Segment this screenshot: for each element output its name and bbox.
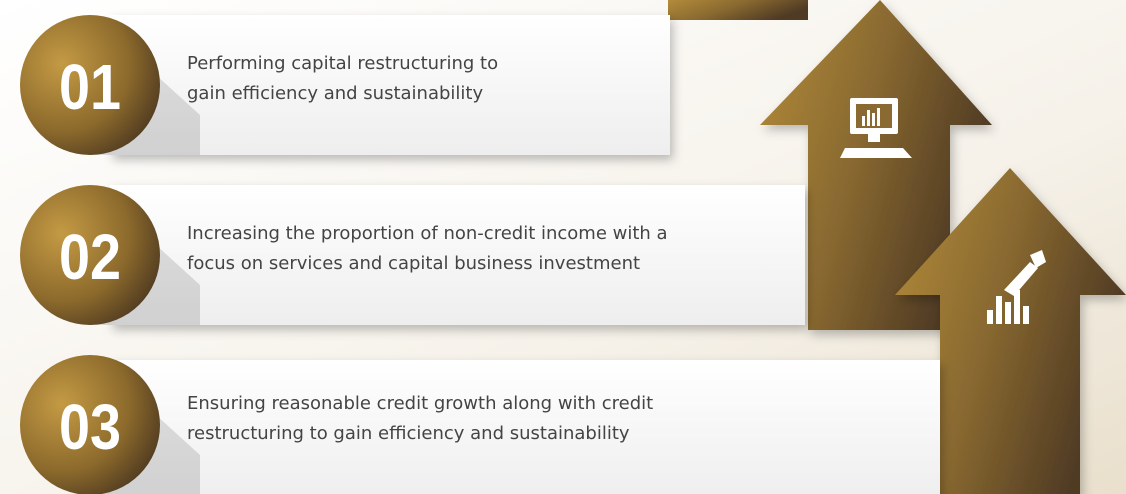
computer-icon (840, 98, 912, 158)
item-number: 03 (59, 391, 121, 463)
item-text: Increasing the proportion of non-credit … (187, 223, 668, 244)
card (110, 360, 940, 494)
number-circle (20, 15, 160, 155)
item-text: Ensuring reasonable credit growth along … (187, 393, 653, 414)
chart-hand-icon (987, 250, 1046, 324)
item-text: focus on services and capital business i… (187, 253, 640, 274)
item-text: Performing capital restructuring to (187, 53, 498, 74)
arrow (760, 0, 992, 330)
item-text: restructuring to gain efficiency and sus… (187, 423, 630, 444)
item-number: 02 (59, 221, 121, 293)
arrow (895, 168, 1126, 494)
arrow-tail (668, 0, 808, 20)
number-circle (20, 185, 160, 325)
item-text: gain efficiency and sustainability (187, 83, 483, 104)
card (110, 185, 805, 325)
card (110, 15, 670, 155)
item-number: 01 (59, 51, 121, 123)
number-circle (20, 355, 160, 494)
